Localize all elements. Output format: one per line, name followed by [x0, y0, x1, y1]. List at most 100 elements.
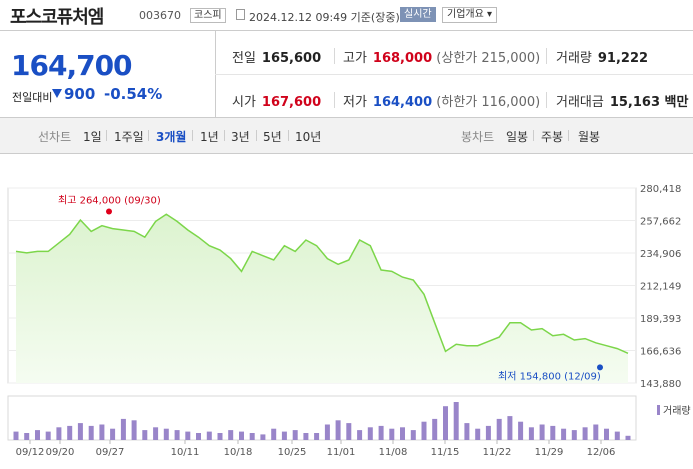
volume-bar [357, 430, 363, 440]
max-point [106, 208, 112, 215]
x-tick-label: 09/12 [16, 447, 45, 458]
volume-bar [496, 418, 502, 440]
volume-bar [249, 433, 255, 440]
market-badge: 코스피 [190, 8, 226, 23]
down-arrow-icon [52, 89, 62, 98]
price-area [16, 214, 628, 383]
x-tick-label: 12/06 [587, 447, 616, 458]
volume-bar [24, 433, 30, 440]
low-price: 저가 164,400 (하한가 116,000) [343, 95, 541, 110]
volume-bar [239, 431, 244, 440]
volume-legend-label: 거래량 [663, 405, 691, 417]
stock-header: 포스코퓨처엠 003670 코스피 2024.12.12 09:49 기준(장중… [0, 0, 693, 30]
x-tick-label: 11/01 [327, 447, 356, 458]
volume-bar [88, 425, 94, 440]
current-price: 164,700 [11, 49, 133, 82]
volume-bar [67, 425, 73, 440]
volume-bar [367, 427, 373, 440]
high-price: 고가 168,000 (상한가 215,000) [343, 51, 541, 66]
divider [546, 92, 547, 108]
company-name: 포스코퓨처엠 [10, 7, 104, 28]
volume-bar [131, 420, 137, 440]
x-tick-label: 10/18 [224, 447, 253, 458]
volume-bar [324, 424, 330, 440]
x-tick-label: 11/08 [379, 447, 408, 458]
price-chart: 280,418 257,662 234,906 212,149 189,393 166,6… [7, 184, 691, 458]
y-tick-label: 257,662 [640, 217, 681, 228]
x-tick-label: 11/29 [535, 447, 564, 458]
volume-bar [110, 428, 116, 440]
min-point [597, 364, 603, 371]
period-3m[interactable]: 3개월 [156, 130, 187, 144]
volume-bar [314, 433, 320, 440]
x-tick-label: 11/22 [483, 447, 512, 458]
period-1d[interactable]: 1일 [83, 130, 102, 144]
period-1w[interactable]: 1주일 [114, 130, 144, 144]
divider [546, 48, 547, 64]
volume-bar [281, 431, 287, 440]
price-line [15, 213, 629, 354]
volume-bar [604, 428, 609, 440]
x-tick-label: 10/11 [171, 447, 200, 458]
price-change: 900 [64, 85, 96, 103]
divider [148, 130, 149, 141]
timestamp: 2024.12.12 09:49 기준(장중) [249, 11, 400, 24]
volume-bar [443, 406, 448, 440]
volume-bar [335, 420, 341, 440]
max-label: 최고 264,000 (09/30) [58, 194, 161, 206]
y-tick-label: 212,149 [640, 282, 681, 293]
period-5y[interactable]: 5년 [263, 130, 282, 144]
volume-bar [475, 428, 481, 440]
prev-close: 전일 165,600 [232, 51, 322, 66]
volume-bar [45, 431, 51, 440]
divider [334, 92, 335, 108]
period-3y[interactable]: 3년 [231, 130, 250, 144]
divider [568, 130, 569, 141]
volume-bar [185, 431, 191, 440]
volume-bar [421, 421, 427, 440]
volume-bar [260, 434, 266, 440]
y-tick-label: 189,393 [640, 314, 681, 325]
volume-bar [228, 430, 234, 440]
volume-bar [35, 430, 40, 440]
line-chart-label: 선차트 [38, 130, 72, 144]
quote-panel: 164,700 전일대비 900 -0.54% 전일 165,600 고가 168,… [0, 30, 693, 118]
volume-bar [625, 435, 631, 440]
volume-bar [120, 418, 126, 440]
volume-bar [174, 430, 180, 440]
open-price: 시가 167,600 [232, 95, 322, 110]
period-10y[interactable]: 10년 [295, 130, 322, 144]
divider [256, 130, 257, 141]
calendar-icon [236, 9, 245, 20]
candle-weekly[interactable]: 주봉 [541, 130, 564, 144]
candle-daily[interactable]: 일봉 [506, 130, 529, 144]
period-1y[interactable]: 1년 [200, 130, 219, 144]
divider [215, 74, 693, 75]
volume-bar [196, 433, 201, 440]
volume-bar [303, 433, 309, 440]
volume-bar [614, 431, 620, 440]
candle-monthly[interactable]: 월봉 [578, 130, 601, 144]
volume-bar [528, 427, 534, 440]
volume-bar [13, 431, 19, 440]
divider [288, 130, 289, 141]
realtime-button[interactable]: 실시간 [400, 7, 436, 22]
y-tick-label: 166,636 [640, 347, 681, 358]
volume-bar [56, 427, 62, 440]
volume-bar [77, 423, 83, 440]
volume-bar [453, 402, 459, 440]
volume-bar [507, 416, 513, 440]
volume-bar [217, 433, 223, 440]
volume-bar [99, 424, 105, 440]
divider [106, 130, 107, 141]
volume-bar [539, 424, 545, 440]
x-tick-label: 09/27 [96, 447, 125, 458]
company-overview-button[interactable]: 기업개요 ▾ [442, 7, 497, 23]
volume-bar [464, 423, 470, 440]
divider [224, 130, 225, 141]
volume-bar [400, 427, 405, 440]
volume-bar [153, 427, 159, 440]
volume-bar [582, 427, 588, 440]
y-tick-label: 143,880 [640, 379, 681, 390]
volume-bar [378, 425, 384, 440]
